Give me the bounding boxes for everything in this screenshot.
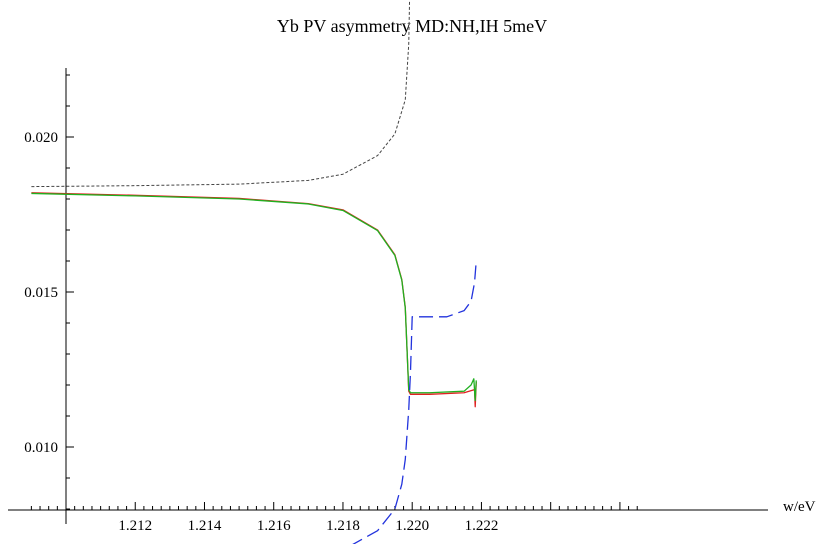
series-layer [31, 0, 477, 544]
y-tick-label: 0.015 [24, 285, 58, 301]
axes: 1.212 1.214 1.216 1.218 1.220 1.222 0.010 0.015… [8, 68, 768, 534]
x-axis-label: w/eV [783, 499, 816, 515]
chart-title: Yb PV asymmetry MD:NH,IH 5meV [277, 16, 547, 36]
x-tick-label: 1.220 [395, 518, 429, 534]
series-line-4 [352, 260, 477, 544]
x-tick-label: 1.222 [465, 518, 499, 534]
x-tick-label: 1.216 [257, 518, 291, 534]
series-line-1 [31, 0, 411, 188]
y-tick-label: 0.020 [24, 130, 58, 146]
x-tick-label: 1.212 [118, 518, 152, 534]
x-tick-label: 1.214 [188, 518, 222, 534]
x-tick-label: 1.218 [326, 518, 360, 534]
y-tick-label: 0.010 [24, 440, 58, 456]
series-line-3 [31, 192, 477, 402]
series-line-2 [31, 192, 477, 408]
